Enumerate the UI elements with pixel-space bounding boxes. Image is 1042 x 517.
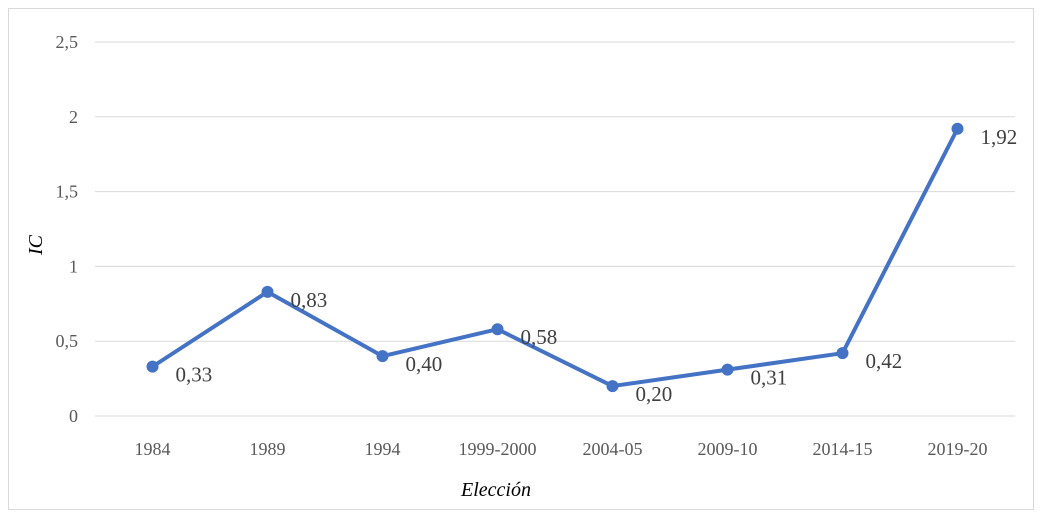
- x-tick-label: 1984: [135, 439, 171, 459]
- y-tick-label: 2: [69, 107, 78, 127]
- y-axis-label: IC: [25, 234, 47, 256]
- chart-frame: [8, 8, 1034, 510]
- data-label: 0,83: [291, 288, 328, 312]
- data-point: [261, 285, 274, 298]
- x-tick-label: 2014-15: [813, 439, 873, 459]
- data-point: [606, 380, 619, 393]
- data-label: 0,20: [636, 382, 673, 406]
- data-label: 0,40: [406, 352, 443, 376]
- data-label: 1,92: [981, 125, 1018, 149]
- data-point: [836, 347, 849, 360]
- data-label: 0,31: [751, 366, 788, 390]
- x-tick-label: 2004-05: [583, 439, 643, 459]
- x-tick-label: 2009-10: [698, 439, 758, 459]
- y-tick-label: 0,5: [56, 331, 79, 351]
- y-tick-label: 1: [69, 256, 78, 276]
- data-label: 0,42: [866, 349, 903, 373]
- data-label: 0,33: [176, 363, 213, 387]
- series-line: [150, 126, 960, 389]
- data-point: [491, 323, 504, 336]
- y-tick-label: 1,5: [56, 182, 79, 202]
- data-label: 0,58: [521, 325, 558, 349]
- data-point: [951, 122, 964, 135]
- x-tick-label: 2019-20: [928, 439, 988, 459]
- y-axis-ticks: 0 0,5 1 1,5 2 2,5: [56, 32, 79, 426]
- x-tick-label: 1994: [365, 439, 401, 459]
- y-tick-label: 2,5: [56, 32, 79, 52]
- x-axis-ticks: 1984 1989 1994 1999-2000 2004-05 2009-10 2014-…: [135, 439, 988, 459]
- data-point: [376, 350, 389, 363]
- data-labels: 0,33 0,83 0,40 0,58 0,20 0,31 0,42 1,92: [176, 125, 1018, 406]
- series: [146, 122, 964, 393]
- x-tick-label: 1989: [250, 439, 286, 459]
- data-point: [146, 360, 159, 373]
- x-tick-label: 1999-2000: [459, 439, 537, 459]
- data-point: [721, 363, 734, 376]
- x-axis-label: Elección: [460, 479, 531, 501]
- gridlines: [95, 41, 1015, 417]
- y-tick-label: 0: [69, 406, 78, 426]
